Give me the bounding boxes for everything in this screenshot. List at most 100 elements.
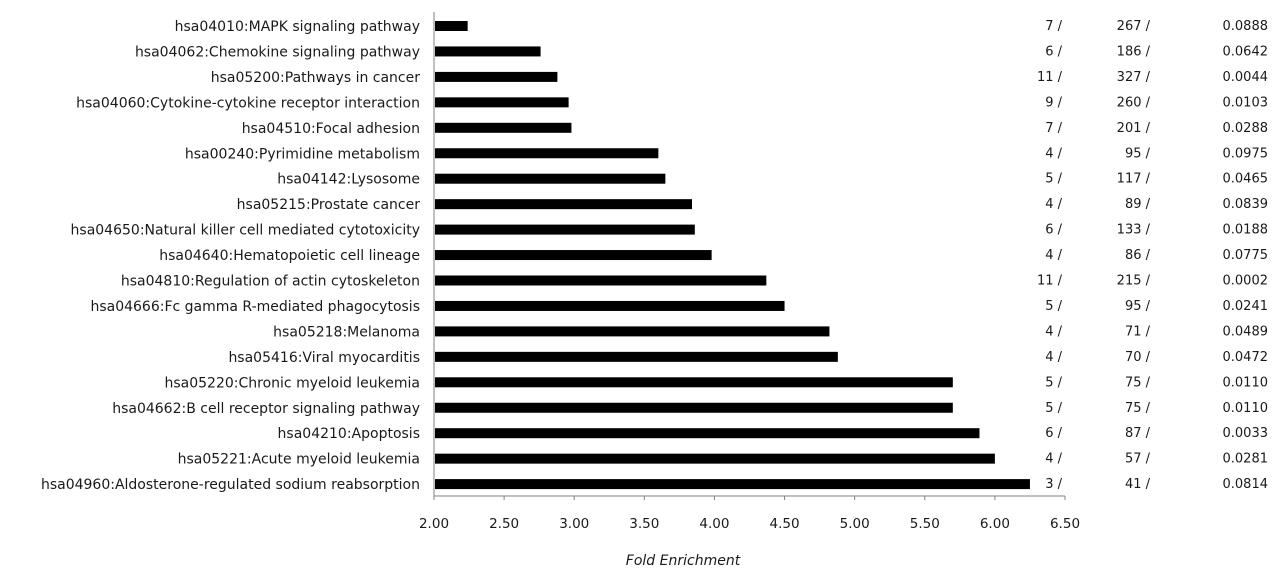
count-cell: 9 / [1045, 95, 1062, 110]
bar-17 [435, 428, 980, 439]
count-cell: 5 / [1045, 172, 1062, 187]
count-cell: 5 / [1045, 375, 1062, 390]
total-cell: 41 / [1125, 477, 1151, 492]
total-cell: 71 / [1125, 324, 1151, 339]
pvalue-cell: 0.0110 [1223, 401, 1269, 416]
category-label: hsa04062:Chemokine signaling pathway [135, 44, 420, 60]
x-tick-label: 4.50 [770, 516, 800, 532]
total-cell: 89 / [1125, 197, 1151, 212]
bar-16 [435, 402, 953, 413]
bar-14 [435, 351, 838, 362]
category-label: hsa04060:Cytokine-cytokine receptor inte… [76, 95, 420, 111]
category-label: hsa05200:Pathways in cancer [211, 70, 420, 86]
total-cell: 267 / [1117, 19, 1151, 34]
x-tick-label: 5.00 [840, 516, 870, 532]
stats-columns-group: 7 / 267 / 0.0888 6 / 186 / 0.0642 11 / 327 / 0.0… [1037, 19, 1268, 492]
pvalue-cell: 0.0775 [1223, 248, 1269, 263]
count-cell: 7 / [1045, 19, 1062, 34]
total-cell: 133 / [1117, 223, 1151, 238]
count-cell: 6 / [1045, 223, 1062, 238]
bar-6 [435, 148, 659, 159]
x-tick-label: 4.00 [699, 516, 729, 532]
total-cell: 260 / [1117, 95, 1151, 110]
x-tick-label: 6.50 [1050, 516, 1080, 532]
category-labels-group: hsa04010:MAPK signaling pathway hsa04062:… [41, 19, 420, 493]
count-cell: 11 / [1037, 274, 1063, 289]
pvalue-cell: 0.0110 [1223, 375, 1269, 390]
pvalue-cell: 0.0489 [1223, 324, 1269, 339]
count-cell: 4 / [1045, 324, 1062, 339]
bar-2 [435, 46, 541, 57]
bar-3 [435, 71, 558, 82]
total-cell: 327 / [1117, 70, 1151, 85]
bar-18 [435, 453, 995, 464]
count-cell: 7 / [1045, 121, 1062, 136]
category-label: hsa04666:Fc gamma R-mediated phagocytosi… [90, 299, 420, 315]
total-cell: 86 / [1125, 248, 1151, 263]
pvalue-cell: 0.0288 [1223, 121, 1269, 136]
category-label: hsa04142:Lysosome [277, 172, 420, 188]
bar-12 [435, 300, 785, 311]
count-cell: 5 / [1045, 299, 1062, 314]
bar-15 [435, 377, 953, 388]
x-tick-label: 3.50 [629, 516, 659, 532]
axes-group [433, 12, 1065, 497]
pvalue-cell: 0.0281 [1223, 452, 1269, 467]
x-tick-label: 5.50 [910, 516, 940, 532]
pvalue-cell: 0.0888 [1223, 19, 1269, 34]
category-label: hsa04210:Apoptosis [278, 426, 420, 442]
bar-19 [435, 479, 1030, 490]
category-label: hsa05416:Viral myocarditis [228, 350, 420, 366]
count-cell: 4 / [1045, 146, 1062, 161]
category-label: hsa04010:MAPK signaling pathway [175, 19, 420, 35]
count-cell: 6 / [1045, 426, 1062, 441]
total-cell: 215 / [1117, 274, 1151, 289]
count-cell: 6 / [1045, 44, 1062, 59]
count-cell: 3 / [1045, 477, 1062, 492]
bar-8 [435, 199, 693, 210]
pvalue-cell: 0.0002 [1223, 274, 1269, 289]
category-label: hsa05218:Melanoma [273, 324, 420, 340]
bar-10 [435, 250, 712, 261]
total-cell: 87 / [1125, 426, 1151, 441]
count-cell: 11 / [1037, 70, 1063, 85]
category-label: hsa04662:B cell receptor signaling pathw… [112, 401, 420, 417]
total-cell: 95 / [1125, 299, 1151, 314]
category-label: hsa04810:Regulation of actin cytoskeleto… [121, 274, 420, 290]
count-cell: 5 / [1045, 401, 1062, 416]
x-tick-label: 6.00 [980, 516, 1010, 532]
x-tick-label: 2.00 [419, 516, 449, 532]
pvalue-cell: 0.0472 [1223, 350, 1269, 365]
pvalue-cell: 0.0814 [1223, 477, 1269, 492]
pvalue-cell: 0.0839 [1223, 197, 1269, 212]
category-label: hsa04960:Aldosterone-regulated sodium re… [41, 477, 420, 493]
x-axis-title: Fold Enrichment [626, 553, 741, 569]
category-label: hsa05220:Chronic myeloid leukemia [165, 375, 421, 391]
pvalue-cell: 0.0975 [1223, 146, 1269, 161]
pvalue-cell: 0.0642 [1223, 44, 1269, 59]
total-cell: 95 / [1125, 146, 1151, 161]
bar-9 [435, 224, 695, 235]
x-tick-labels-group: 2.00 2.50 3.00 3.50 4.00 4.50 5.00 5.50 6.00 6.50 [419, 496, 1080, 532]
bars-group [435, 21, 1030, 490]
count-cell: 4 / [1045, 452, 1062, 467]
x-tick-label: 3.00 [559, 516, 589, 532]
bar-4 [435, 97, 569, 108]
category-label: hsa05215:Prostate cancer [237, 197, 421, 213]
total-cell: 75 / [1125, 375, 1151, 390]
bar-13 [435, 326, 830, 337]
pvalue-cell: 0.0465 [1223, 172, 1269, 187]
category-label: hsa04650:Natural killer cell mediated cy… [71, 223, 420, 239]
category-label: hsa04640:Hematopoietic cell lineage [159, 248, 420, 264]
pvalue-cell: 0.0241 [1223, 299, 1269, 314]
bar-7 [435, 173, 666, 184]
pvalue-cell: 0.0044 [1223, 70, 1269, 85]
total-cell: 186 / [1117, 44, 1151, 59]
category-label: hsa04510:Focal adhesion [242, 121, 420, 137]
count-cell: 4 / [1045, 350, 1062, 365]
total-cell: 75 / [1125, 401, 1151, 416]
total-cell: 201 / [1117, 121, 1151, 136]
pvalue-cell: 0.0033 [1223, 426, 1269, 441]
total-cell: 117 / [1117, 172, 1151, 187]
